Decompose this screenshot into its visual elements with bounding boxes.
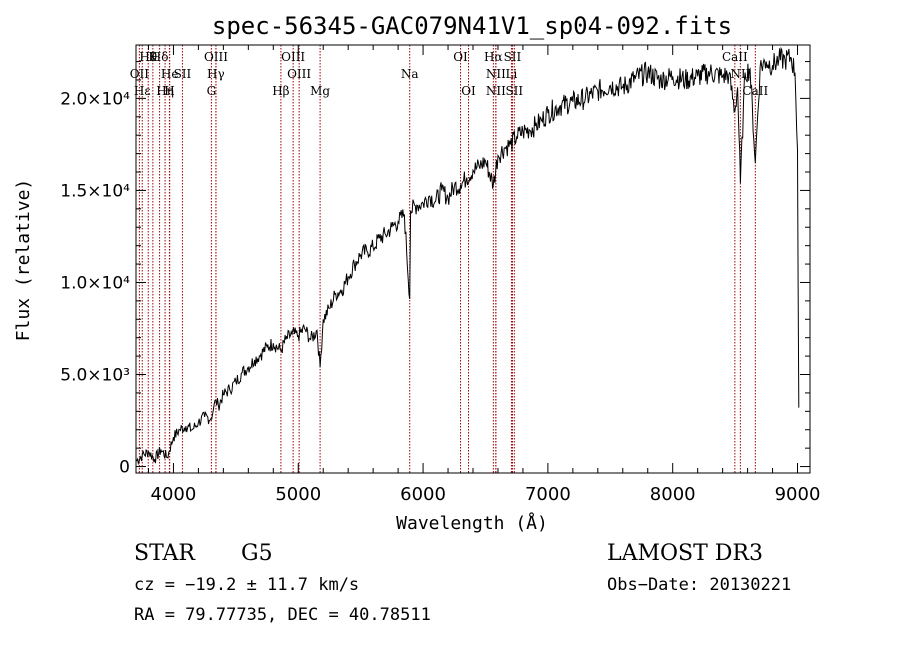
object-subclass: G5 <box>241 541 273 566</box>
line-marker-label: OI <box>461 84 476 98</box>
line-marker-label: Hδ <box>151 50 169 64</box>
y-axis-ticks: 0 5.0×10³ 1.0×10⁴ 1.5×10⁴ 2.0×10⁴ <box>60 61 810 478</box>
x-axis-ticks: 4000 5000 6000 7000 8000 9000 <box>147 45 821 505</box>
line-marker-label: Na <box>401 67 419 81</box>
line-marker-label: Hα <box>484 50 503 64</box>
line-marker-label: Hγ <box>207 67 225 81</box>
chart-title: spec-56345-GAC079N41V1_sp04-092.fits <box>212 12 732 40</box>
y-tick-label: 2.0×10⁴ <box>60 89 130 109</box>
line-marker-label: OIII <box>281 50 305 64</box>
line-marker-label: CaII <box>742 84 768 98</box>
line-marker-label: SII <box>504 50 522 64</box>
line-marker-label: G <box>207 84 217 98</box>
x-tick-label: 8000 <box>650 484 696 505</box>
x-tick-label: 4000 <box>151 484 197 505</box>
object-class: STAR <box>134 541 196 566</box>
x-tick-label: 7000 <box>525 484 571 505</box>
line-marker-label: Hη <box>156 84 174 98</box>
y-tick-label: 1.0×10⁴ <box>60 273 130 293</box>
x-axis-label: Wavelength (Å) <box>396 512 548 534</box>
line-marker-label: SII <box>505 84 523 98</box>
y-tick-label: 0 <box>119 458 130 478</box>
survey-name: LAMOST DR3 <box>607 541 763 566</box>
line-marker-label: NII <box>486 84 506 98</box>
redshift-readout: cz = −19.2 ± 11.7 km/s <box>134 575 359 595</box>
line-marker-label: Li <box>506 67 518 81</box>
x-tick-label: 9000 <box>775 484 821 505</box>
line-marker-label: NII <box>486 67 506 81</box>
x-tick-label: 6000 <box>400 484 446 505</box>
line-marker-label: Hβ <box>272 84 289 98</box>
line-marker-label: Hε <box>134 84 151 98</box>
line-marker-label: K <box>148 50 158 64</box>
line-marker-label: CaII <box>722 50 748 64</box>
y-tick-label: 5.0×10³ <box>60 366 130 386</box>
line-marker-label: Mg <box>310 84 330 98</box>
line-marker-label: H <box>164 84 174 98</box>
line-marker-label: SII <box>174 67 192 81</box>
y-axis-label: Flux (relative) <box>13 179 34 342</box>
line-markers <box>138 45 756 473</box>
obs-date: Obs−Date: 20130221 <box>607 575 791 595</box>
y-tick-label: 1.5×10⁴ <box>60 181 130 201</box>
line-marker-label: He <box>161 67 179 81</box>
line-marker-label: Hθ <box>139 50 157 64</box>
x-tick-label: 5000 <box>275 484 321 505</box>
line-marker-label: OI <box>453 50 468 64</box>
coordinates-readout: RA = 79.77735, DEC = 40.78511 <box>134 605 431 625</box>
spectrum-line <box>135 46 800 466</box>
line-marker-label: OIII <box>204 50 228 64</box>
line-marker-label: OIII <box>287 67 311 81</box>
line-marker-label: OII <box>130 67 150 81</box>
plot-frame <box>135 44 811 474</box>
